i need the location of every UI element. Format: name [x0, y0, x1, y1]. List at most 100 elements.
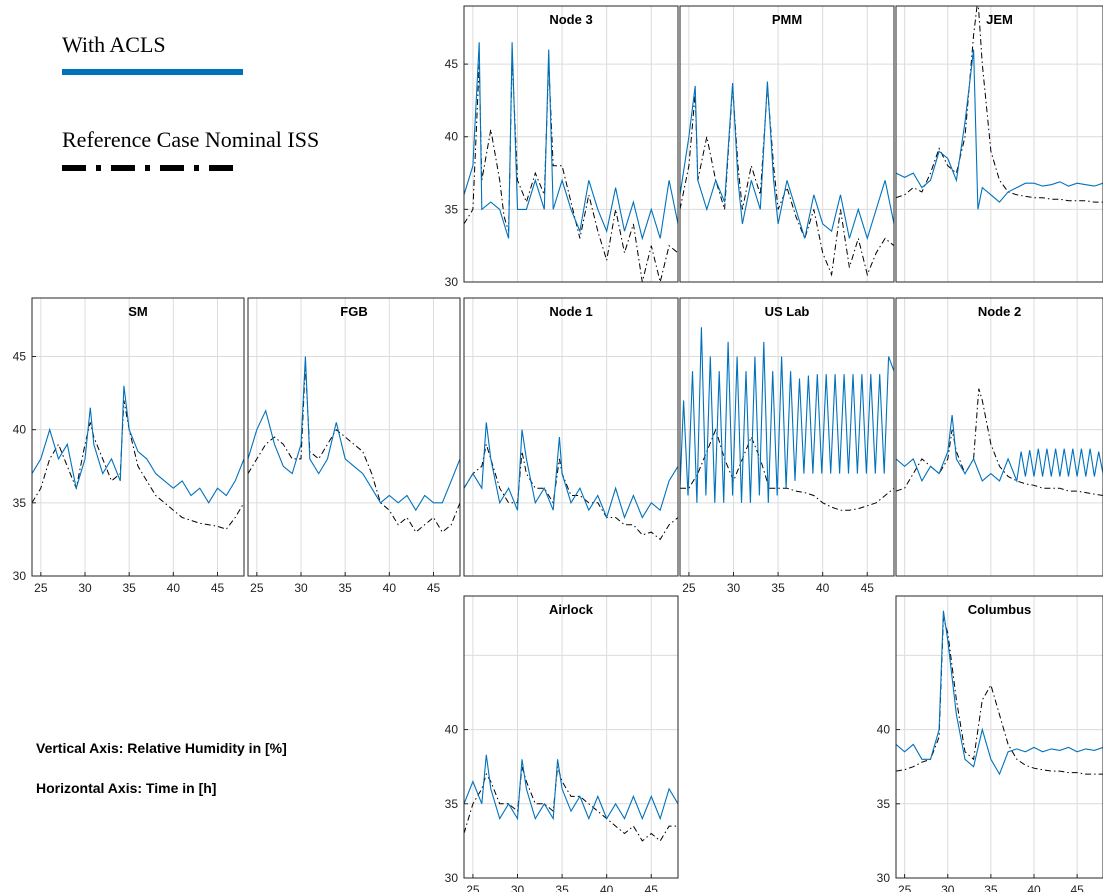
panel-title: PMM	[772, 12, 802, 27]
y-tick-label: 45	[445, 57, 459, 71]
series-line-with-acls	[680, 81, 894, 241]
x-tick-label: 45	[427, 581, 441, 595]
panel-title: US Lab	[765, 304, 810, 319]
panel-title: Node 2	[978, 304, 1021, 319]
plot-area	[680, 298, 894, 576]
y-tick-label: 40	[13, 423, 27, 437]
x-tick-label: 45	[861, 581, 875, 595]
panel-airlock: Airlock 30 35 40 25 30 35 40 45	[445, 595, 679, 892]
panel-node-1: Node 1	[463, 297, 679, 577]
plot-area	[464, 298, 678, 576]
y-tick-label: 35	[445, 797, 459, 811]
plot-area	[32, 298, 244, 576]
panel-node-3: Node 3 30 35 40 45	[445, 5, 679, 289]
x-tick-label: 35	[771, 581, 785, 595]
plot-area	[896, 6, 1103, 282]
axes-frame	[679, 5, 895, 283]
plot-area	[464, 6, 678, 282]
x-tick-label: 30	[511, 883, 525, 892]
panel-title: Node 3	[549, 12, 592, 27]
series-line-with-acls	[896, 610, 1103, 776]
panel-title: JEM	[986, 12, 1013, 27]
y-tick-label: 35	[877, 797, 891, 811]
plot-area	[896, 298, 1103, 576]
x-tick-label: 25	[250, 581, 264, 595]
plot-area	[680, 6, 894, 282]
series-line-with-acls	[464, 422, 678, 520]
panel-title: Node 1	[549, 304, 592, 319]
series-line-reference-case-nominal-iss	[248, 363, 460, 533]
axes-frame	[463, 297, 679, 577]
legend-label-reference: Reference Case Nominal ISS	[62, 127, 319, 152]
x-tick-label: 45	[211, 581, 225, 595]
series-line-with-acls	[680, 327, 894, 503]
axes-frame	[895, 595, 1103, 879]
x-tick-label: 40	[816, 581, 830, 595]
y-tick-label: 30	[445, 275, 459, 289]
y-tick-label: 35	[445, 202, 459, 216]
x-tick-label: 35	[555, 883, 569, 892]
plot-area	[464, 596, 678, 878]
x-tick-label: 30	[78, 581, 92, 595]
x-tick-label: 45	[1070, 883, 1084, 892]
panel-title: Airlock	[549, 602, 594, 617]
series-line-with-acls	[896, 49, 1103, 210]
x-tick-label: 30	[727, 581, 741, 595]
series-line-reference-case-nominal-iss	[464, 444, 678, 541]
x-tick-label: 25	[466, 883, 480, 892]
axes-frame	[895, 5, 1103, 283]
x-tick-label: 30	[941, 883, 955, 892]
x-tick-label: 40	[167, 581, 181, 595]
x-tick-label: 35	[984, 883, 998, 892]
x-tick-label: 30	[294, 581, 308, 595]
y-tick-label: 35	[13, 496, 27, 510]
axes-frame	[247, 297, 461, 577]
axes-frame	[31, 297, 245, 577]
plot-area	[248, 298, 460, 576]
panel-columbus: Columbus 30 35 40 25 30 35 40 45	[877, 595, 1103, 892]
series-line-with-acls	[464, 754, 678, 821]
y-tick-label: 40	[877, 723, 891, 737]
series-line-with-acls	[464, 42, 678, 241]
panel-title: SM	[128, 304, 148, 319]
horizontal-axis-note: Horizontal Axis: Time in [h]	[36, 780, 216, 796]
series-line-reference-case-nominal-iss	[680, 85, 894, 277]
x-tick-label: 35	[338, 581, 352, 595]
panel-fgb: FGB 25 30 35 40 45	[247, 297, 461, 595]
y-tick-label: 30	[877, 871, 891, 885]
axes-frame	[463, 595, 679, 879]
panel-us-lab: US Lab 25 30 35 40 45	[679, 297, 895, 595]
axes-frame	[463, 5, 679, 283]
x-tick-label: 25	[682, 581, 696, 595]
x-tick-label: 45	[645, 883, 659, 892]
y-tick-label: 30	[13, 569, 27, 583]
x-tick-label: 40	[1027, 883, 1041, 892]
y-tick-label: 40	[445, 130, 459, 144]
panel-grid: Node 3 30 35 40 45 PMM JEM SM 30 35 40 45 25 30 35 40 45…	[13, 5, 1103, 892]
series-line-with-acls	[896, 415, 1103, 484]
panel-jem: JEM	[895, 5, 1103, 283]
legend: With ACLS Reference Case Nominal ISS	[62, 32, 319, 171]
series-line-with-acls	[248, 356, 460, 512]
axes-frame	[679, 297, 895, 577]
panel-node-2: Node 2	[895, 297, 1103, 577]
panel-title: Columbus	[968, 602, 1032, 617]
y-tick-label: 30	[445, 871, 459, 885]
series-line-reference-case-nominal-iss	[896, 6, 1103, 203]
legend-label-acls: With ACLS	[62, 32, 166, 57]
series-line-with-acls	[32, 385, 244, 504]
x-tick-label: 25	[34, 581, 48, 595]
axes-frame	[895, 297, 1103, 577]
x-tick-label: 35	[122, 581, 136, 595]
x-tick-label: 25	[898, 883, 912, 892]
y-tick-label: 40	[445, 723, 459, 737]
panel-pmm: PMM	[679, 5, 895, 283]
x-tick-label: 40	[383, 581, 397, 595]
panel-sm: SM 30 35 40 45 25 30 35 40 45	[13, 297, 245, 595]
panel-title: FGB	[340, 304, 367, 319]
y-tick-label: 45	[13, 350, 27, 364]
x-tick-label: 40	[600, 883, 614, 892]
vertical-axis-note: Vertical Axis: Relative Humidity in [%]	[36, 740, 287, 756]
series-line-reference-case-nominal-iss	[680, 428, 894, 511]
